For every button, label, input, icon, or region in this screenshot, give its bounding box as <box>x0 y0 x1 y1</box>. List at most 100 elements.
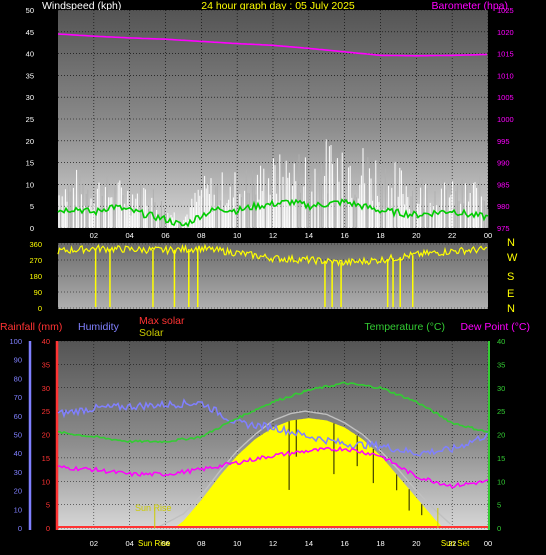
temperature-tick-label: 10 <box>497 477 505 486</box>
temperature-axis-ticks: 0 5 10 15 20 25 30 35 40 <box>497 337 505 533</box>
barometer-tick-label: 1010 <box>497 71 514 80</box>
direction-axis-ticks: 0 90 180 270 360 <box>29 240 42 313</box>
temperature-tick-label: 15 <box>497 454 505 463</box>
humidity-tick-label: 90 <box>14 356 22 365</box>
temperature-tick-label: 25 <box>497 407 505 416</box>
temperature-x-tick-label: 04 <box>125 539 133 548</box>
wind-tick-label: 5 <box>30 202 34 211</box>
max-solar-label: Max solar <box>139 315 185 327</box>
windspeed-label: Windspeed (kph) <box>42 0 121 12</box>
temperature-x-tick-label: 20 <box>412 539 420 548</box>
temperature-x-tick-label: 08 <box>197 539 205 548</box>
temperature-x-tick-label: 02 <box>90 539 98 548</box>
compass-letter: N <box>507 237 515 249</box>
wind-tick-label: 10 <box>26 180 34 189</box>
rain-tick-label: 15 <box>42 454 50 463</box>
sunset-axis-label: Sun Set <box>441 539 470 548</box>
temperature-tick-label: 40 <box>497 337 505 346</box>
compass-letter: E <box>507 288 514 300</box>
page-title: 24 hour graph day : 05 July 2025 <box>201 0 355 12</box>
wind-tick-label: 20 <box>26 137 34 146</box>
rain-tick-label: 30 <box>42 384 50 393</box>
compass-letter: W <box>507 252 518 264</box>
temperature-tick-label: 30 <box>497 384 505 393</box>
wind-tick-label: 50 <box>26 6 34 15</box>
temperature-tick-label: 20 <box>497 431 505 440</box>
humidity-tick-label: 0 <box>18 524 22 533</box>
direction-panel-background <box>58 243 488 309</box>
wind-average-line <box>57 198 489 228</box>
humidity-tick-label: 20 <box>14 487 22 496</box>
wind-tick-label: 35 <box>26 71 34 80</box>
wind-axis-ticks: 0 5 10 15 20 25 30 35 40 45 50 <box>26 6 34 233</box>
direction-tick-label: 0 <box>38 304 42 313</box>
direction-tick-label: 270 <box>29 256 42 265</box>
barometer-label: Barometer (hpa) <box>432 0 508 12</box>
barometer-tick-label: 1025 <box>497 6 514 15</box>
temperature-x-tick-label: 18 <box>376 539 384 548</box>
temperature-line <box>57 381 489 444</box>
rain-tick-label: 25 <box>42 407 50 416</box>
rain-tick-label: 35 <box>42 360 50 369</box>
solar-dips <box>288 419 423 516</box>
barometer-tick-label: 975 <box>497 224 510 233</box>
barometer-tick-label: 1015 <box>497 50 514 59</box>
barometer-tick-label: 1005 <box>497 93 514 102</box>
rain-tick-label: 10 <box>42 477 50 486</box>
wind-tick-label: 30 <box>26 93 34 102</box>
humidity-line <box>57 398 489 457</box>
wind-x-tick-label: 08 <box>197 231 205 240</box>
temperature-label: Temperature (°C) <box>364 321 445 333</box>
humidity-tick-label: 40 <box>14 449 22 458</box>
temperature-x-tick-label: 06 <box>161 539 169 548</box>
wind-x-ticks: 02 04 06 08 10 12 14 16 18 20 22 00 <box>90 231 493 240</box>
humidity-tick-label: 100 <box>9 337 22 346</box>
compass-letter: N <box>507 303 515 315</box>
humidity-label: Humidity <box>78 321 120 333</box>
temperature-x-tick-label: 16 <box>340 539 348 548</box>
wind-grid <box>58 9 489 229</box>
wind-x-tick-label: 22 <box>448 231 456 240</box>
barometer-tick-label: 980 <box>497 202 510 211</box>
compass-letter: S <box>507 271 514 283</box>
sunrise-label: Sun Rise <box>135 503 172 513</box>
rain-tick-label: 20 <box>42 431 50 440</box>
rain-tick-label: 40 <box>42 337 50 346</box>
wind-tick-label: 40 <box>26 50 34 59</box>
solar-label: Solar <box>139 327 164 339</box>
temperature-x-ticks: 02 04 06 08 10 12 14 16 18 20 22 00 <box>90 539 493 548</box>
direction-tick-label: 360 <box>29 240 42 249</box>
temperature-x-tick-label: 14 <box>305 539 313 548</box>
wind-direction-dips <box>94 248 414 308</box>
barometer-tick-label: 985 <box>497 180 510 189</box>
wind-tick-label: 45 <box>26 28 34 37</box>
humidity-tick-label: 50 <box>14 431 22 440</box>
wind-x-tick-label: 06 <box>161 231 169 240</box>
barometer-axis-ticks: 975 980 985 990 995 1000 1005 1010 1015 1020 1025 <box>497 6 514 233</box>
humidity-tick-label: 10 <box>14 505 22 514</box>
wind-x-tick-label: 02 <box>90 231 98 240</box>
wind-x-tick-label: 20 <box>412 231 420 240</box>
direction-tick-label: 90 <box>34 288 42 297</box>
humidity-tick-label: 80 <box>14 374 22 383</box>
temperature-tick-label: 5 <box>497 501 501 510</box>
direction-tick-label: 180 <box>29 272 42 281</box>
wind-tick-label: 25 <box>26 115 34 124</box>
temperature-x-tick-label: 00 <box>484 539 492 548</box>
barometer-tick-label: 990 <box>497 159 510 168</box>
wind-direction-trace <box>57 243 488 267</box>
dew-point-line <box>58 446 489 489</box>
wind-x-tick-label: 10 <box>233 231 241 240</box>
wind-x-tick-label: 14 <box>305 231 313 240</box>
wind-x-tick-label: 18 <box>376 231 384 240</box>
barometer-tick-label: 1000 <box>497 115 514 124</box>
rain-axis-ticks: 0 5 10 15 20 25 30 35 40 <box>42 337 50 533</box>
temperature-tick-label: 0 <box>497 524 501 533</box>
sunrise-axis-label: Sun Rise <box>138 539 171 548</box>
wind-x-tick-label: 04 <box>125 231 133 240</box>
